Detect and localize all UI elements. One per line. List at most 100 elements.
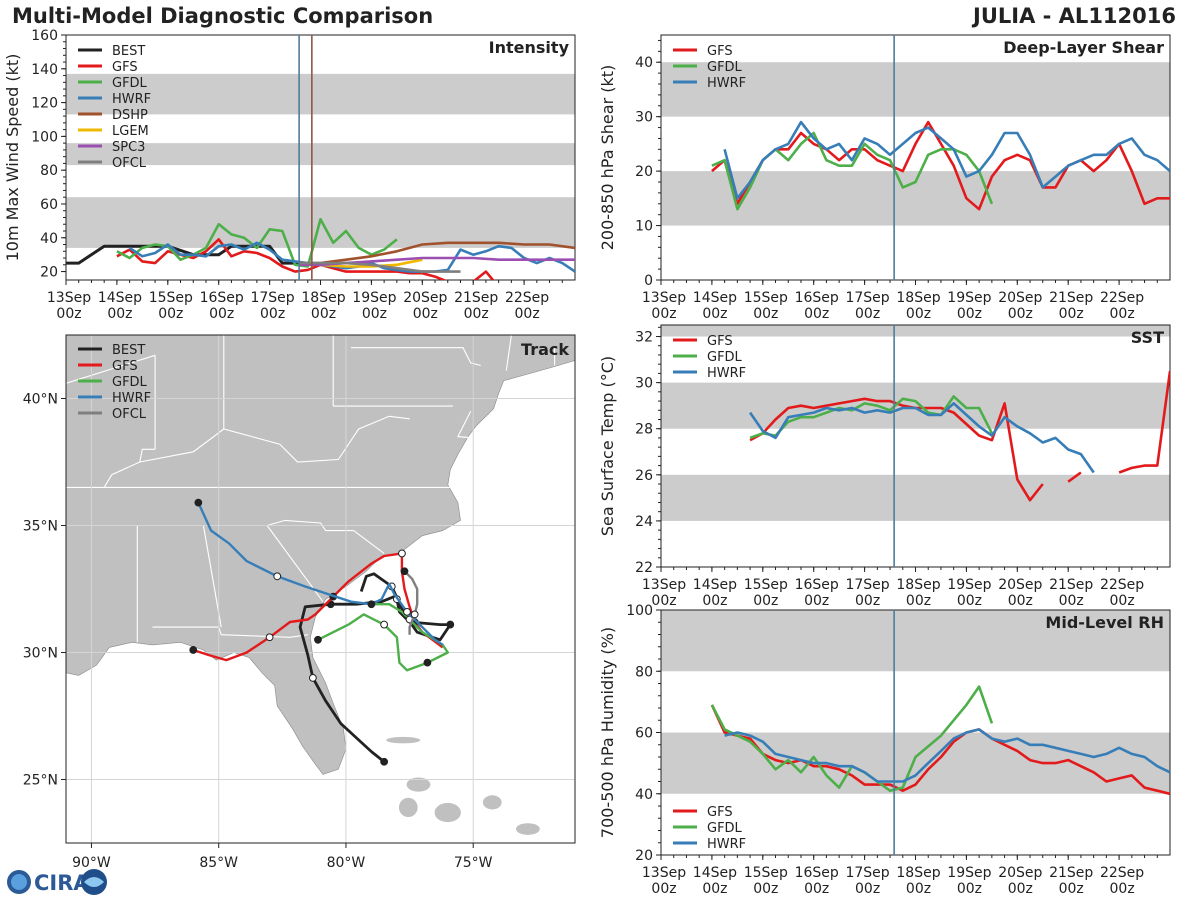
- rh-xtick-label: 15Sep: [744, 865, 788, 881]
- sst-xtick-label: 14Sep: [693, 577, 737, 593]
- track-point-best: [446, 620, 455, 629]
- sst-xtick-label: 21Sep: [1049, 577, 1093, 593]
- intensity-xtick-label: 00z: [158, 306, 183, 322]
- sst-ytick-label: 28: [635, 422, 653, 438]
- rh-xtick-label: 20Sep: [998, 865, 1042, 881]
- sst-xtick-label: 18Sep: [896, 577, 940, 593]
- island-0: [398, 797, 418, 818]
- state-border-9: [351, 347, 481, 367]
- shear-xtick-label: 20Sep: [998, 290, 1042, 306]
- sst-xtick-label: 00z: [855, 593, 880, 609]
- shear-title: Deep-Layer Shear: [1003, 38, 1164, 57]
- track-point-best: [326, 600, 335, 609]
- shear-xtick-label: 21Sep: [1049, 290, 1093, 306]
- intensity-band-1: [66, 143, 575, 166]
- intensity-ylabel: 10m Max Wind Speed (kt): [3, 54, 22, 262]
- intensity-xtick-label: 17Sep: [250, 290, 294, 306]
- intensity-band-2: [66, 73, 575, 115]
- shear-legend-label: GFDL: [707, 60, 743, 75]
- track-frame: [65, 334, 576, 844]
- intensity-xtick-label: 00z: [107, 306, 132, 322]
- intensity-series-gfdl: [116, 217, 398, 268]
- track-legend-label: HWRF: [112, 391, 151, 406]
- intensity-xtick-label: 16Sep: [200, 290, 244, 306]
- track-point-best: [308, 674, 317, 682]
- track-point-gfs: [265, 633, 274, 642]
- track-xtick-label: 80°W: [327, 855, 366, 871]
- rh-ytick-label: 20: [635, 848, 653, 864]
- sst-xtick-label: 15Sep: [744, 577, 788, 593]
- sst-ytick-label: 32: [635, 330, 653, 346]
- intensity-xtick-label: 19Sep: [352, 290, 396, 306]
- intensity-ytick-label: 20: [40, 265, 58, 281]
- rh-xtick-label: 00z: [753, 881, 778, 897]
- intensity-xtick-label: 00z: [56, 306, 81, 322]
- sst-legend-label: HWRF: [707, 366, 746, 381]
- rh-series-group: [710, 685, 1170, 796]
- intensity-legend-label: GFDL: [112, 76, 148, 91]
- intensity-xtick-label: 00z: [260, 306, 285, 322]
- rh-ytick-label: 60: [635, 726, 653, 742]
- shear-panel: 01020304013Sep00z14Sep00z15Sep00z16Sep00…: [598, 34, 1171, 322]
- rh-series-gfs: [710, 704, 1170, 796]
- storm-id: JULIA - AL112016: [973, 4, 1176, 28]
- state-border-13: [66, 354, 156, 384]
- intensity-xtick-label: 14Sep: [98, 290, 142, 306]
- rh-xtick-label: 00z: [1008, 881, 1033, 897]
- rh-xtick-label: 17Sep: [845, 865, 889, 881]
- shear-ytick-label: 0: [644, 273, 653, 289]
- shear-xtick-label: 00z: [804, 306, 829, 322]
- sst-band-1: [661, 382, 1170, 429]
- shear-ytick-label: 20: [635, 164, 653, 180]
- intensity-xtick-label: 22Sep: [505, 290, 549, 306]
- track-ytick-label: 30°N: [23, 646, 58, 662]
- state-border-2: [152, 626, 308, 638]
- rh-xtick-label: 00z: [1059, 881, 1084, 897]
- track-xtick-label: 85°W: [199, 855, 238, 871]
- shear-xtick-label: 15Sep: [744, 290, 788, 306]
- intensity-legend-label: LGEM: [112, 124, 149, 139]
- rh-ytick-label: 80: [635, 664, 653, 680]
- rh-legend-label: GFDL: [707, 821, 743, 836]
- track-point-gfdl: [314, 635, 322, 644]
- shear-xtick-label: 00z: [651, 306, 676, 322]
- shear-series-gfs: [711, 120, 1170, 211]
- intensity-legend-label: GFS: [112, 60, 138, 75]
- intensity-xtick-label: 15Sep: [149, 290, 193, 306]
- rh-xtick-label: 00z: [906, 881, 931, 897]
- track-point-hwrf: [403, 607, 411, 616]
- sst-panel: 22242628303213Sep00z14Sep00z15Sep00z16Se…: [598, 324, 1171, 609]
- track-xtick-label: 75°W: [454, 855, 493, 871]
- rh-ytick-label: 40: [635, 787, 653, 803]
- intensity-xtick-label: 18Sep: [301, 290, 345, 306]
- rh-xtick-label: 22Sep: [1100, 865, 1144, 881]
- track-point-hwrf: [273, 572, 282, 581]
- intensity-xtick-label: 00z: [209, 306, 234, 322]
- intensity-xtick-label: 13Sep: [47, 290, 91, 306]
- rh-series-hwrf: [724, 728, 1170, 783]
- intensity-legend-label: SPC3: [112, 140, 145, 155]
- rh-xtick-label: 00z: [804, 881, 829, 897]
- rh-xtick-label: 00z: [855, 881, 880, 897]
- sst-xtick-label: 00z: [1110, 593, 1135, 609]
- track-ytick-label: 25°N: [23, 773, 58, 789]
- state-border-12: [139, 448, 156, 463]
- rh-ytick-label: 100: [626, 603, 653, 619]
- sst-series-gfdl: [749, 395, 994, 440]
- track-point-gfdl: [423, 658, 432, 667]
- sst-ytick-label: 22: [635, 560, 653, 576]
- shear-xtick-label: 00z: [702, 306, 727, 322]
- rh-legend-label: GFS: [707, 805, 733, 820]
- track-point-gfdl: [380, 620, 389, 629]
- sst-series-hwrf: [749, 402, 1095, 474]
- intensity-series-group: [66, 217, 575, 280]
- land-mass: [66, 335, 575, 775]
- shear-legend-label: HWRF: [707, 76, 746, 91]
- sst-xtick-label: 17Sep: [845, 577, 889, 593]
- sst-xtick-label: 22Sep: [1100, 577, 1144, 593]
- island-5: [516, 823, 540, 835]
- track-legend-label: OFCL: [112, 407, 147, 422]
- intensity-xtick-label: 00z: [515, 306, 540, 322]
- intensity-xtick-label: 00z: [362, 306, 387, 322]
